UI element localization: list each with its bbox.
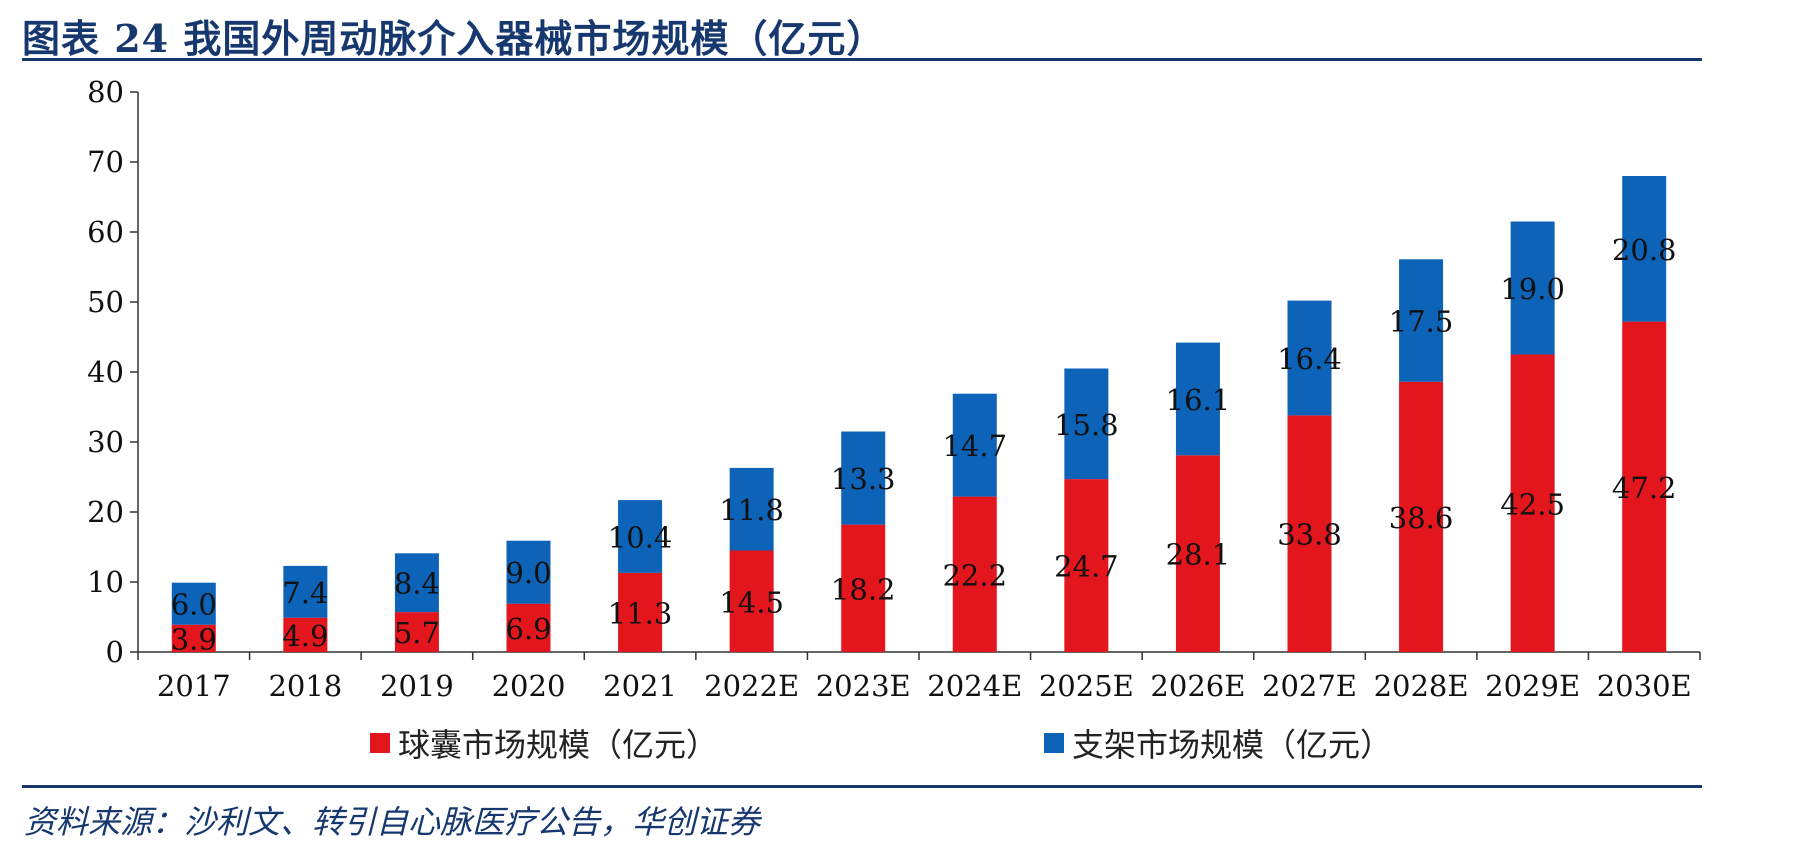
y-tick-label: 10	[87, 565, 124, 599]
x-tick-label-2027E: 2027E	[1262, 669, 1357, 703]
x-tick-label-2026E: 2026E	[1150, 669, 1245, 703]
legend-label-stent: 支架市场规模（亿元）	[1072, 726, 1393, 764]
data-label-stent-2020: 9.0	[505, 556, 551, 590]
bar-balloon-2022E	[729, 550, 774, 652]
legend-item-balloon: 球囊市场规模（亿元）	[370, 720, 718, 766]
data-label-balloon-2028E: 38.6	[1389, 501, 1454, 535]
data-label-balloon-2017: 3.9	[171, 622, 217, 656]
bar-stent-2030E	[1622, 176, 1667, 322]
title-bar: 图表 24 我国外周动脉介入器械市场规模（亿元）	[22, 4, 1702, 61]
x-tick-label-2028E: 2028E	[1374, 669, 1469, 703]
y-tick-label: 20	[87, 495, 124, 529]
data-label-stent-2023E: 13.3	[831, 462, 896, 496]
legend-swatch-balloon	[370, 733, 390, 753]
data-label-stent-2026E: 16.1	[1166, 383, 1231, 417]
data-label-stent-2019: 8.4	[394, 567, 440, 601]
y-tick-label: 60	[87, 215, 124, 249]
x-tick-label-2019: 2019	[380, 669, 454, 703]
x-tick-label-2020: 2020	[492, 669, 566, 703]
data-label-balloon-2020: 6.9	[505, 612, 551, 646]
footer-divider	[22, 785, 1702, 788]
x-tick-label-2024E: 2024E	[927, 669, 1022, 703]
bar-stent-2017	[171, 582, 216, 625]
title-divider	[22, 58, 1702, 61]
y-tick-label: 30	[87, 425, 124, 459]
bar-stent-2028E	[1399, 259, 1444, 382]
bar-stent-2023E	[841, 431, 886, 525]
data-label-balloon-2030E: 47.2	[1612, 471, 1677, 505]
bar-balloon-2018	[283, 617, 328, 652]
bar-balloon-2017	[171, 624, 216, 652]
data-label-balloon-2025E: 24.7	[1054, 550, 1119, 584]
x-tick-label-2017: 2017	[157, 669, 231, 703]
bar-balloon-2028E	[1399, 381, 1444, 652]
bar-stent-2022E	[729, 467, 774, 551]
data-label-balloon-2021: 11.3	[608, 596, 673, 630]
bar-balloon-2027E	[1287, 415, 1332, 652]
data-label-stent-2025E: 15.8	[1054, 408, 1119, 442]
bar-stent-2025E	[1064, 368, 1109, 480]
bar-stent-2027E	[1287, 300, 1332, 416]
bar-stent-2024E	[952, 393, 997, 497]
bar-stent-2019	[394, 553, 439, 613]
data-label-balloon-2029E: 42.5	[1500, 487, 1565, 521]
data-label-stent-2022E: 11.8	[719, 493, 784, 527]
bar-balloon-2019	[394, 612, 439, 652]
legend-swatch-stent	[1044, 733, 1064, 753]
legend-item-stent: 支架市场规模（亿元）	[1044, 720, 1392, 766]
data-label-balloon-2024E: 22.2	[942, 558, 1007, 592]
data-label-balloon-2023E: 18.2	[831, 572, 896, 606]
bar-stent-2020	[506, 540, 551, 604]
data-label-balloon-2026E: 28.1	[1166, 538, 1231, 572]
data-label-stent-2021: 10.4	[608, 521, 673, 555]
data-label-stent-2027E: 16.4	[1277, 342, 1342, 376]
data-label-stent-2017: 6.0	[171, 588, 217, 622]
x-tick-label-2030E: 2030E	[1597, 669, 1692, 703]
source-note: 资料来源：沙利文、转引自心脉医疗公告，华创证券	[24, 803, 761, 841]
bar-stent-2029E	[1510, 221, 1555, 355]
x-tick-label-2029E: 2029E	[1485, 669, 1580, 703]
bar-balloon-2026E	[1175, 455, 1220, 652]
bar-balloon-2023E	[841, 524, 886, 652]
bar-stent-2021	[618, 500, 663, 573]
y-tick-label: 50	[87, 285, 124, 319]
x-tick-label-2025E: 2025E	[1039, 669, 1134, 703]
bar-balloon-2025E	[1064, 479, 1109, 652]
data-label-stent-2029E: 19.0	[1500, 272, 1565, 306]
data-label-stent-2024E: 14.7	[942, 429, 1007, 463]
data-label-balloon-2022E: 14.5	[719, 585, 784, 619]
data-label-balloon-2018: 4.9	[282, 619, 328, 653]
y-tick-label: 70	[87, 145, 124, 179]
data-label-stent-2030E: 20.8	[1612, 233, 1677, 267]
x-tick-label-2021: 2021	[603, 669, 677, 703]
bar-balloon-2030E	[1622, 321, 1667, 652]
bar-stent-2018	[283, 565, 328, 618]
bar-balloon-2029E	[1510, 354, 1555, 652]
y-tick-label: 40	[87, 355, 124, 389]
bar-balloon-2020	[506, 603, 551, 652]
bar-stent-2026E	[1175, 342, 1220, 456]
data-label-stent-2018: 7.4	[282, 576, 328, 610]
x-tick-label-2022E: 2022E	[704, 669, 799, 703]
x-tick-label-2023E: 2023E	[816, 669, 911, 703]
chart-title: 图表 24 我国外周动脉介入器械市场规模（亿元）	[22, 16, 886, 61]
stacked-bar-chart: 0 10 20 30 40 50 60 70 80 3.96.0 2017 4.9 7.4 2018 5.7…	[87, 75, 1701, 703]
legend-label-balloon: 球囊市场规模（亿元）	[398, 726, 719, 764]
data-label-balloon-2027E: 33.8	[1277, 518, 1342, 552]
bar-balloon-2024E	[952, 496, 997, 652]
y-tick-label: 0	[106, 635, 124, 669]
x-tick-label-2018: 2018	[268, 669, 342, 703]
y-tick-label: 80	[87, 75, 124, 109]
data-label-stent-2028E: 17.5	[1389, 305, 1454, 339]
bar-balloon-2021	[618, 572, 663, 652]
data-label-balloon-2019: 5.7	[394, 616, 440, 650]
